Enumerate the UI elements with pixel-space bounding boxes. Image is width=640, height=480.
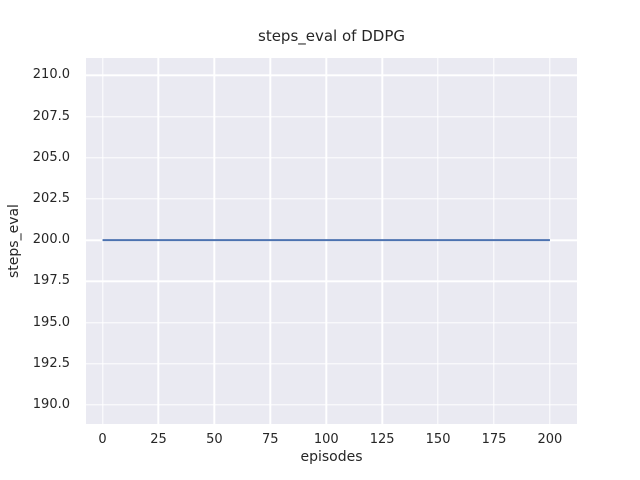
x-tick-label: 125 [369, 432, 395, 447]
x-tick-label: 150 [425, 432, 451, 447]
x-tick-label: 75 [262, 432, 279, 447]
gridline-horizontal [86, 115, 577, 118]
y-tick-label: 202.5 [32, 190, 70, 206]
y-tick-label: 197.5 [32, 273, 70, 289]
y-tick-label: 195.0 [32, 314, 70, 330]
gridline-horizontal [86, 363, 577, 365]
gridline-horizontal [86, 74, 577, 76]
y-axis-ticks: 190.0 192.5 195.0 197.5 200.0 202.5 205.0 207.5… [0, 58, 78, 424]
y-tick-label: 190.0 [32, 397, 70, 413]
gridline-horizontal [86, 280, 577, 283]
x-axis-ticks: 0 25 50 75 100 125 150 175 200 [86, 432, 577, 448]
gridline-horizontal [86, 404, 577, 406]
chart-title: steps_eval of DDPG [258, 27, 405, 45]
y-axis-label: steps_eval [6, 204, 22, 278]
y-tick-label: 210.0 [32, 67, 70, 83]
x-tick-label: 25 [150, 432, 167, 447]
y-tick-label: 200.0 [32, 232, 70, 248]
line-series-layer [86, 58, 577, 424]
gridline-horizontal [86, 157, 577, 159]
y-tick-label: 192.5 [32, 355, 70, 371]
x-tick-label: 175 [481, 432, 507, 447]
x-tick-label: 0 [98, 432, 107, 447]
gridline-vertical [101, 58, 104, 424]
x-tick-label: 100 [313, 432, 339, 447]
gridline-horizontal [86, 198, 577, 200]
y-tick-label: 205.0 [32, 149, 70, 165]
x-tick-label: 50 [206, 432, 223, 447]
x-tick-label: 200 [537, 432, 563, 447]
gridline-horizontal [86, 321, 577, 324]
plot-area [86, 58, 577, 424]
x-axis-label: episodes [300, 449, 363, 465]
y-tick-label: 207.5 [32, 108, 70, 124]
